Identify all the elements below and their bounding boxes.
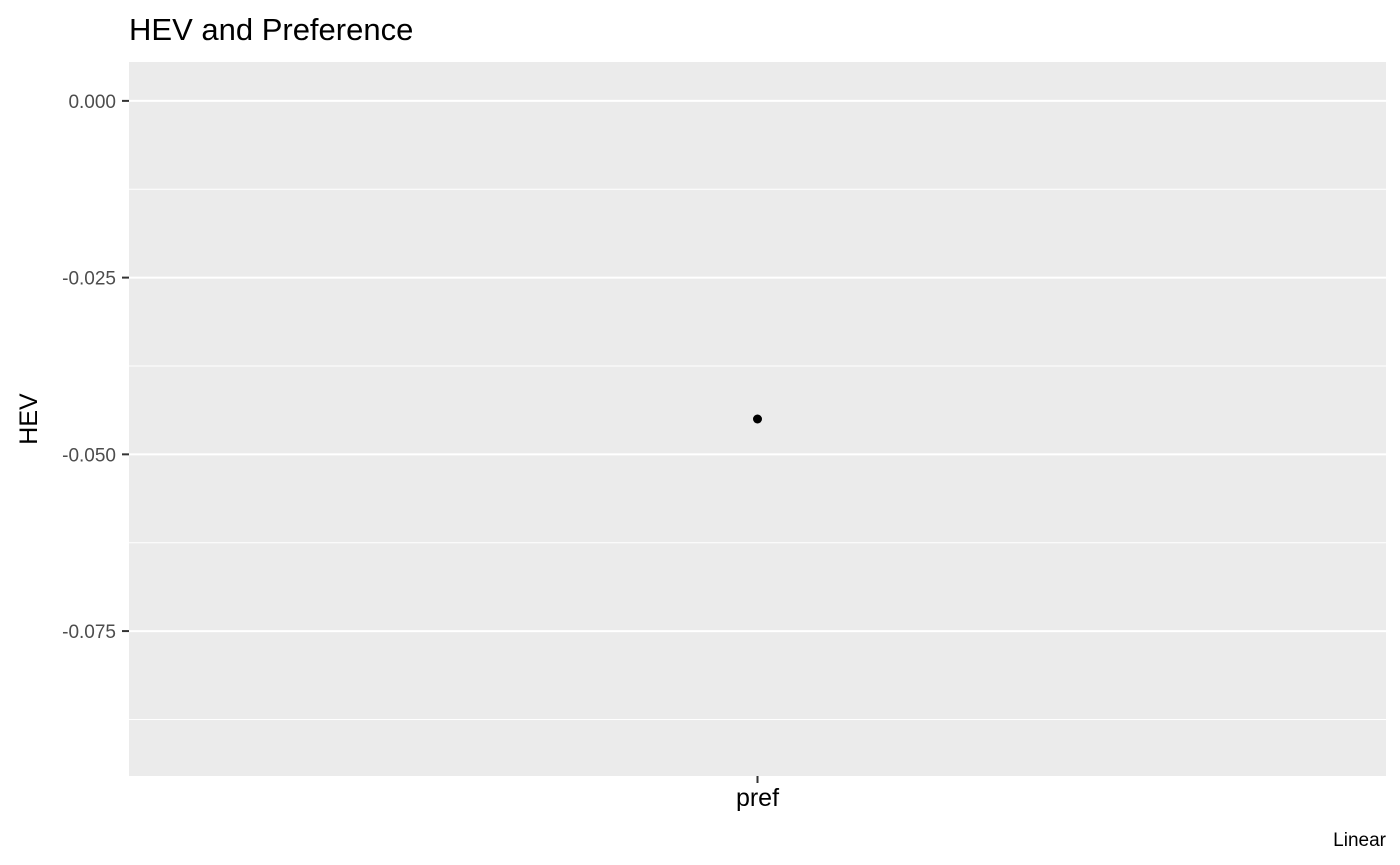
data-points (753, 414, 762, 424)
y-axis-ticks: 0.000 -0.025 -0.050 -0.075 (62, 92, 129, 643)
y-tick-label: -0.025 (62, 269, 116, 290)
y-tick-label: -0.075 (62, 622, 116, 643)
chart-title: HEV and Preference (129, 12, 413, 47)
x-axis-ticks: pref (736, 776, 779, 812)
data-point (753, 414, 762, 424)
major-gridlines (129, 99, 1386, 633)
y-tick-label: -0.050 (62, 445, 116, 466)
minor-gridlines (129, 188, 1386, 720)
x-tick-label: pref (736, 784, 779, 812)
y-tick-label: 0.000 (68, 92, 116, 113)
y-axis-title: HEV (15, 393, 43, 445)
chart-caption: Linear (1333, 830, 1386, 851)
